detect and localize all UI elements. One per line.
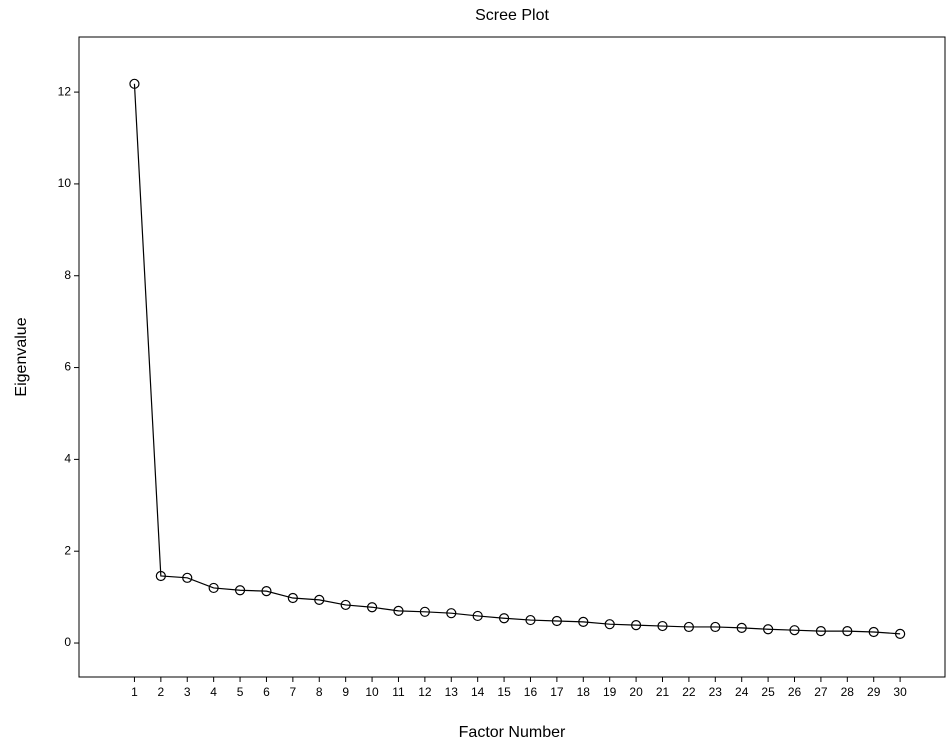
data-point xyxy=(815,625,827,637)
y-tick-label: 0 xyxy=(64,635,71,649)
data-point xyxy=(604,619,615,630)
y-tick-label: 10 xyxy=(58,176,72,190)
x-tick-label: 1 xyxy=(131,685,138,699)
y-tick-label: 4 xyxy=(64,452,71,466)
data-point xyxy=(366,602,378,613)
y-tick-label: 6 xyxy=(64,360,71,374)
data-point xyxy=(155,570,166,582)
x-tick-label: 2 xyxy=(158,685,165,699)
x-tick-label: 15 xyxy=(497,685,511,699)
data-point xyxy=(789,625,800,636)
x-tick-label: 18 xyxy=(577,685,591,699)
data-point xyxy=(763,624,774,635)
x-tick-label: 13 xyxy=(445,685,459,699)
data-point xyxy=(419,606,430,617)
y-tick-label: 2 xyxy=(64,543,71,557)
x-tick-label: 10 xyxy=(365,685,379,699)
x-tick-label: 23 xyxy=(709,685,723,699)
x-tick-label: 8 xyxy=(316,685,323,699)
chart-title: Scree Plot xyxy=(475,7,549,24)
x-tick-label: 24 xyxy=(735,685,749,699)
data-point xyxy=(551,615,562,627)
x-tick-label: 26 xyxy=(788,685,802,699)
data-point xyxy=(525,614,536,626)
data-point xyxy=(578,616,589,628)
x-tick-label: 21 xyxy=(656,685,670,699)
data-point xyxy=(208,582,219,594)
data-point xyxy=(261,586,272,597)
x-tick-label: 19 xyxy=(603,685,617,699)
x-tick-label: 5 xyxy=(237,685,244,699)
y-tick-label: 12 xyxy=(58,84,72,98)
x-tick-label: 14 xyxy=(471,685,485,699)
x-tick-label: 3 xyxy=(184,685,191,699)
plot-frame xyxy=(78,36,946,678)
x-tick-label: 22 xyxy=(682,685,696,699)
data-point xyxy=(736,622,747,633)
data-point xyxy=(868,626,879,638)
data-point xyxy=(472,610,483,622)
data-point xyxy=(630,620,642,631)
data-point xyxy=(657,620,668,632)
x-tick-label: 4 xyxy=(210,685,217,699)
data-point xyxy=(710,621,721,633)
data-point xyxy=(314,594,325,605)
data-point xyxy=(446,608,457,619)
y-tick-label: 8 xyxy=(64,268,71,282)
x-tick-label: 16 xyxy=(524,685,538,699)
x-tick-label: 12 xyxy=(418,685,432,699)
data-point xyxy=(340,599,351,611)
data-point xyxy=(182,572,193,583)
x-tick-label: 11 xyxy=(392,685,405,699)
y-axis-label: Eigenvalue xyxy=(13,317,30,396)
data-point xyxy=(895,628,906,639)
data-point xyxy=(234,585,246,596)
x-tick-label: 30 xyxy=(893,685,907,699)
x-tick-label: 28 xyxy=(841,685,855,699)
data-point xyxy=(129,78,140,89)
data-point xyxy=(393,605,404,616)
data-point xyxy=(683,621,694,633)
x-tick-label: 29 xyxy=(867,685,881,699)
x-tick-label: 9 xyxy=(342,685,349,699)
data-point xyxy=(498,613,510,624)
data-point xyxy=(287,592,298,604)
x-tick-label: 20 xyxy=(629,685,643,699)
data-point xyxy=(842,625,853,637)
x-tick-label: 27 xyxy=(814,685,828,699)
x-axis-label: Factor Number xyxy=(459,724,566,741)
x-tick-label: 7 xyxy=(290,685,297,699)
x-tick-label: 25 xyxy=(761,685,775,699)
x-tick-label: 6 xyxy=(263,685,270,699)
x-tick-label: 17 xyxy=(550,685,564,699)
